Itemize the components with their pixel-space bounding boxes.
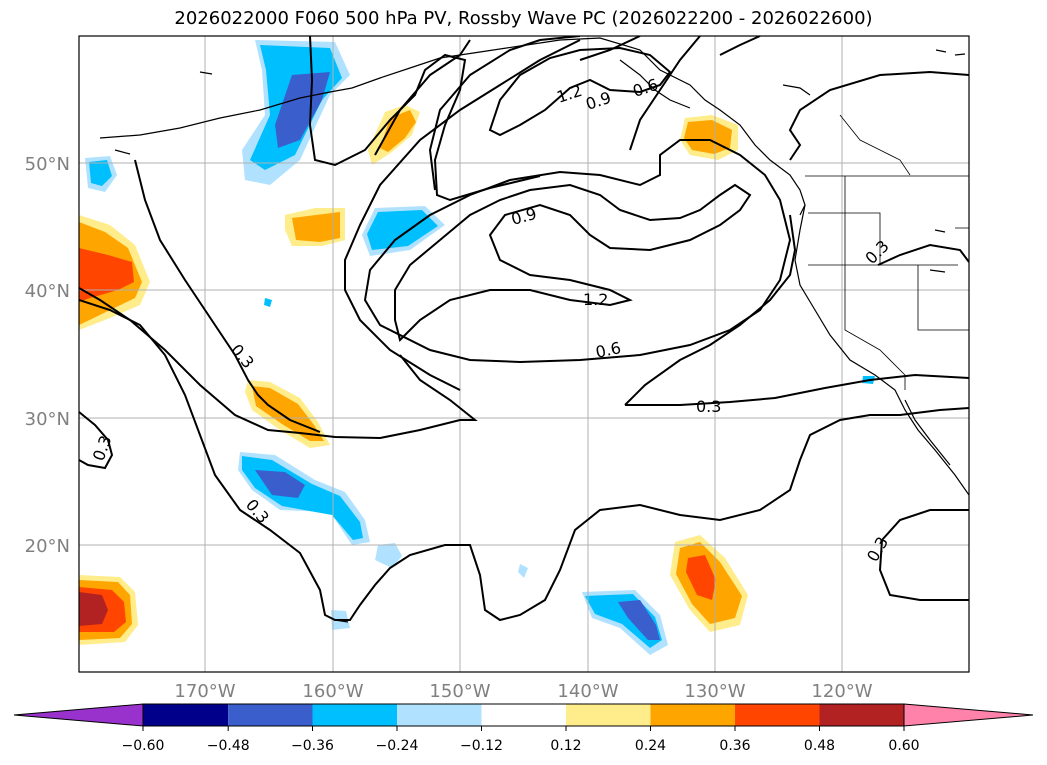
positive-patch	[79, 215, 150, 330]
lon-label: 170°W	[174, 681, 235, 702]
colorbar-tick-label: 0.48	[804, 738, 835, 754]
lat-label: 30°N	[25, 409, 70, 430]
pv-contours	[79, 36, 969, 622]
colorbar-segment	[143, 704, 229, 726]
colorbar-segment	[312, 704, 397, 726]
colorbar-tick-label: −0.36	[291, 738, 334, 754]
negative-patch	[85, 156, 117, 192]
colorbar-segment	[228, 704, 313, 726]
positive-patch	[368, 105, 420, 165]
colorbar-segment	[735, 704, 820, 726]
map-title: 2026022000 F060 500 hPa PV, Rossby Wave …	[174, 8, 873, 29]
coastlines	[99, 37, 969, 623]
lat-label: 20°N	[25, 536, 70, 557]
colorbar-segment	[819, 704, 904, 726]
lat-label: 50°N	[25, 154, 70, 175]
colorbar-tick-label: −0.48	[207, 738, 250, 754]
colorbar-tick-label: 0.36	[719, 738, 750, 754]
filled-anomalies	[79, 40, 875, 655]
contour-label: 1.2	[583, 290, 608, 309]
negative-patch	[582, 590, 668, 655]
lon-label: 120°W	[811, 681, 872, 702]
map-frame	[78, 35, 970, 673]
colorbar-tick-label: 0.60	[888, 738, 919, 754]
positive-patch	[79, 575, 138, 645]
negative-patch	[238, 452, 370, 545]
political-borders	[805, 114, 969, 390]
colorbar: −0.60 −0.48 −0.36 −0.24 −0.12 0.12 0.24 …	[13, 703, 1034, 754]
colorbar-segment	[566, 704, 651, 726]
lon-label: 150°W	[429, 681, 490, 702]
colorbar-extend-high	[903, 703, 1034, 727]
negative-patch	[242, 40, 350, 185]
colorbar-extend-low	[13, 703, 144, 727]
colorbar-segment	[397, 704, 482, 726]
contour-label: 0.3	[696, 397, 721, 416]
colorbar-tick-label: −0.60	[122, 738, 165, 754]
colorbar-ticks	[142, 726, 905, 731]
colorbar-tick-label: −0.24	[376, 738, 419, 754]
gridlines	[79, 36, 969, 672]
map-area: 1.2 0.9 0.6 0.9 1.2 0.6 0.3 0.3 0.3 0.3 …	[79, 36, 969, 672]
colorbar-tick-label: 0.12	[550, 738, 581, 754]
latitude-labels: 50°N 40°N 30°N 20°N	[25, 154, 70, 557]
lon-label: 130°W	[684, 681, 745, 702]
colorbar-segment	[481, 704, 566, 726]
colorbar-tick-labels: −0.60 −0.48 −0.36 −0.24 −0.12 0.12 0.24 …	[122, 738, 920, 754]
lon-label: 160°W	[302, 681, 363, 702]
lat-label: 40°N	[25, 281, 70, 302]
colorbar-segment	[650, 704, 735, 726]
colorbar-tick-label: 0.24	[635, 738, 666, 754]
positive-patch	[670, 535, 748, 632]
lon-label: 140°W	[557, 681, 618, 702]
positive-patch	[285, 208, 345, 246]
colorbar-tick-label: −0.12	[460, 738, 503, 754]
contour-label: 0.6	[594, 338, 623, 362]
colorbar-frame	[142, 703, 905, 727]
longitude-labels: 170°W 160°W 150°W 140°W 130°W 120°W	[174, 681, 872, 702]
